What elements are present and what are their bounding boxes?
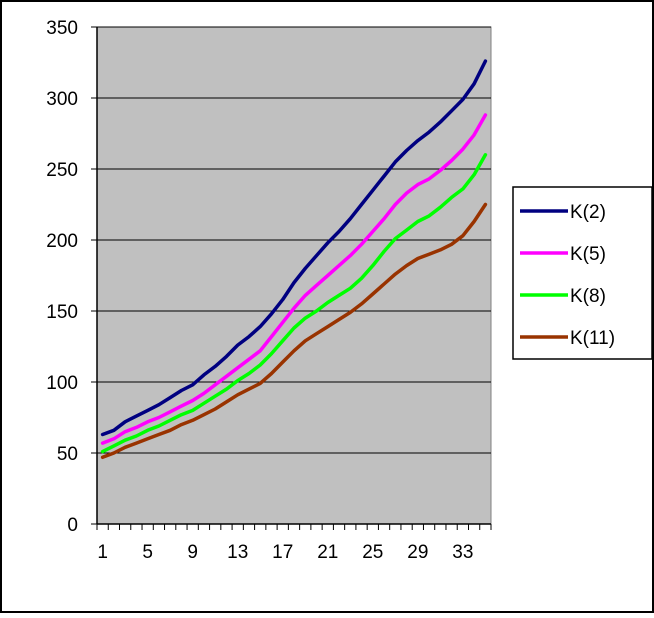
series-line-k2 — [100, 59, 488, 437]
y-tick-label: 350 — [46, 18, 78, 39]
legend: K(2) K(5) K(8) K(11) — [512, 186, 653, 360]
x-tick-label: 25 — [362, 542, 383, 563]
y-tick-label: 200 — [46, 231, 78, 252]
y-tick-label: 250 — [46, 160, 78, 181]
legend-box — [512, 186, 653, 360]
x-tick-label: 13 — [227, 542, 248, 563]
x-tick-label: 5 — [142, 542, 153, 563]
y-tick-label: 150 — [46, 302, 78, 323]
legend-label: K(2) — [570, 202, 606, 223]
x-tick-label: 17 — [272, 542, 293, 563]
x-tick-label: 1 — [97, 542, 108, 563]
x-axis-tick-labels: 1 5 9 13 17 21 25 29 33 — [97, 542, 473, 563]
y-tick-label: 300 — [46, 89, 78, 110]
series-line-k5 — [100, 113, 488, 445]
y-axis-tick-labels: 0 50 100 150 200 250 300 350 — [46, 18, 78, 536]
series-line-k8 — [100, 153, 488, 454]
series-lines — [100, 59, 488, 460]
x-tick-label: 33 — [452, 542, 473, 563]
axes — [91, 26, 491, 525]
legend-label: K(8) — [570, 286, 606, 307]
y-tick-label: 0 — [67, 515, 78, 536]
plot-area — [96, 26, 492, 525]
x-tick-label: 29 — [407, 542, 428, 563]
legend-label: K(11) — [570, 328, 615, 349]
series-line-k11 — [100, 202, 488, 460]
x-axis-ticks — [96, 524, 492, 530]
gridlines — [97, 26, 491, 454]
legend-label: K(5) — [570, 244, 606, 265]
y-tick-label: 100 — [46, 373, 78, 394]
y-tick-label: 50 — [57, 444, 78, 465]
x-tick-label: 21 — [317, 542, 338, 563]
x-tick-label: 9 — [187, 542, 198, 563]
